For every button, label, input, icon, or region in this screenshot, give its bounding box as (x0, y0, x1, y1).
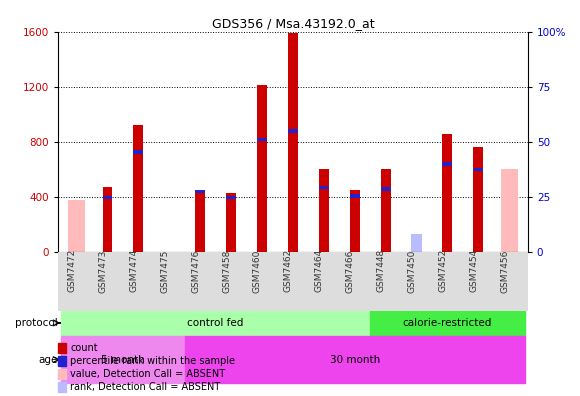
Bar (61, 311, 370, 335)
Text: count: count (70, 343, 98, 353)
Bar (226, 193, 236, 252)
Text: protocol: protocol (14, 318, 57, 328)
Title: GDS356 / Msa.43192.0_at: GDS356 / Msa.43192.0_at (212, 17, 374, 30)
Text: age: age (38, 355, 57, 365)
Bar (133, 125, 143, 252)
Bar (443, 133, 452, 252)
Bar (443, 162, 452, 166)
Bar (380, 169, 390, 252)
Bar (288, 33, 298, 252)
Bar (257, 86, 267, 252)
Bar (501, 169, 518, 252)
Bar (288, 129, 298, 133)
Text: rank, Detection Call = ABSENT: rank, Detection Call = ABSENT (70, 382, 220, 392)
Bar (350, 194, 360, 198)
Bar (380, 187, 390, 191)
Text: calorie-restricted: calorie-restricted (403, 318, 492, 328)
Bar (473, 168, 483, 171)
Bar (319, 169, 329, 252)
Bar (68, 200, 85, 252)
Bar (103, 187, 113, 252)
Bar (370, 311, 525, 335)
Text: value, Detection Call = ABSENT: value, Detection Call = ABSENT (70, 369, 225, 379)
Bar (61, 336, 184, 383)
Bar (473, 147, 483, 252)
Bar (195, 193, 205, 252)
Text: percentile rank within the sample: percentile rank within the sample (70, 356, 235, 366)
Bar (195, 190, 205, 193)
Bar (226, 196, 236, 199)
Bar (103, 196, 113, 199)
Bar (133, 150, 143, 154)
Bar (411, 234, 422, 252)
Bar (184, 336, 525, 383)
Text: control fed: control fed (187, 318, 244, 328)
Bar (319, 186, 329, 189)
Text: 5 month: 5 month (101, 355, 145, 365)
Bar (257, 138, 267, 141)
Bar (350, 190, 360, 252)
Text: 30 month: 30 month (329, 355, 380, 365)
